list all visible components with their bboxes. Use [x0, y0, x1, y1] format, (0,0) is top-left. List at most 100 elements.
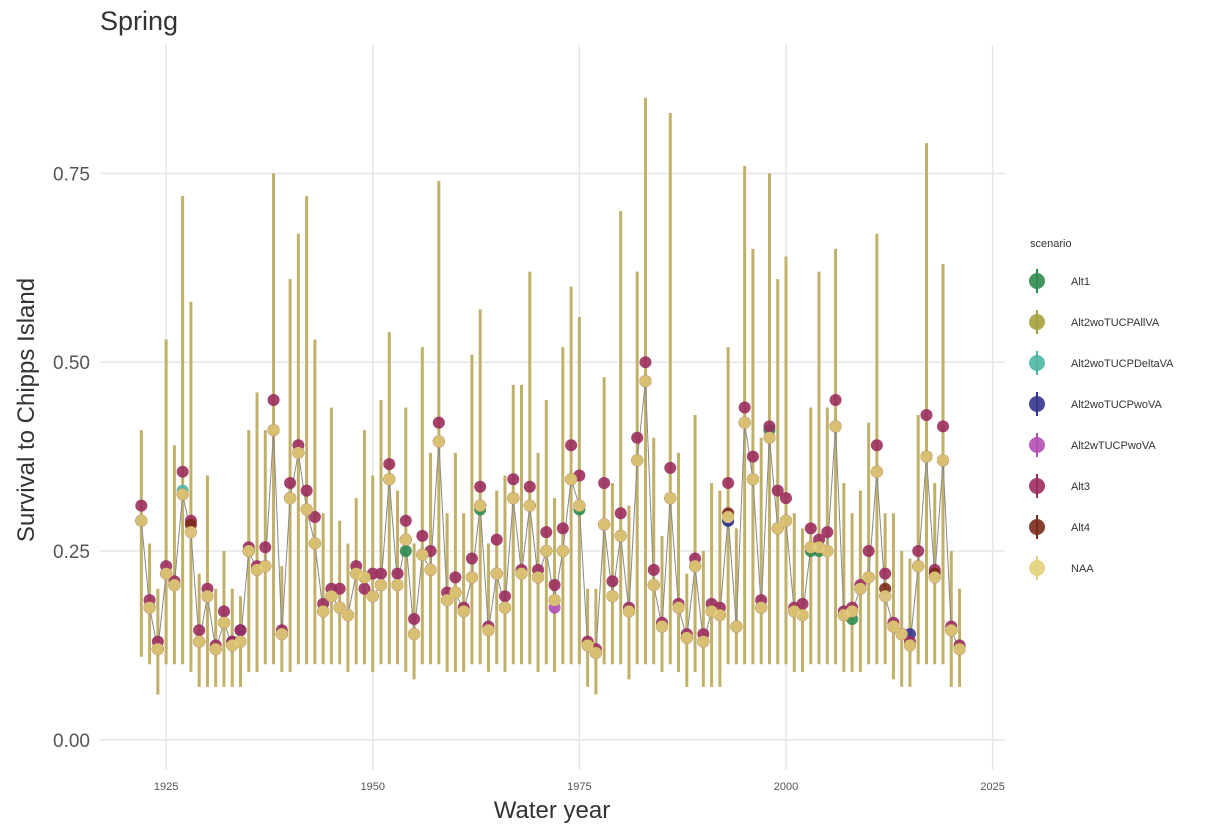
- legend-label: Alt2woTUCPAllVA: [1071, 317, 1160, 329]
- legend-label: Alt2woTUCPDeltaVA: [1071, 358, 1174, 370]
- data-point: [639, 375, 652, 388]
- data-point: [829, 420, 842, 433]
- data-point: [176, 488, 189, 501]
- data-point: [408, 612, 421, 625]
- data-point: [209, 643, 222, 656]
- data-point: [416, 529, 429, 542]
- data-point: [598, 477, 611, 490]
- data-point: [441, 594, 454, 607]
- data-point: [631, 431, 644, 444]
- data-point: [317, 605, 330, 618]
- data-point: [217, 616, 230, 629]
- data-point: [565, 439, 578, 452]
- data-point: [358, 582, 371, 595]
- x-tick-label: 1975: [567, 781, 591, 793]
- data-point: [193, 635, 206, 648]
- data-point: [474, 499, 487, 512]
- data-point: [325, 590, 338, 603]
- legend-swatch: [1029, 478, 1045, 494]
- data-point: [383, 458, 396, 471]
- data-point: [366, 590, 379, 603]
- y-tick-label: 0.25: [53, 542, 90, 563]
- data-point: [498, 590, 511, 603]
- legend-swatch: [1029, 437, 1045, 453]
- data-point: [713, 609, 726, 622]
- data-point: [664, 492, 677, 505]
- data-point: [796, 597, 809, 610]
- data-point: [135, 499, 148, 512]
- data-point: [465, 552, 478, 565]
- data-point: [515, 567, 528, 580]
- data-point: [556, 544, 569, 557]
- legend-swatch: [1029, 519, 1045, 535]
- x-tick-label: 2000: [774, 781, 798, 793]
- data-point: [465, 571, 478, 584]
- data-point: [862, 571, 875, 584]
- data-point: [540, 544, 553, 557]
- data-point: [391, 567, 404, 580]
- data-point: [217, 605, 230, 618]
- data-point: [689, 560, 702, 573]
- data-point: [300, 484, 313, 497]
- legend-label: Alt2wTUCPwoVA: [1071, 440, 1156, 452]
- data-point: [523, 499, 536, 512]
- data-point: [523, 480, 536, 493]
- data-point: [945, 624, 958, 637]
- data-point: [647, 578, 660, 591]
- data-point: [375, 578, 388, 591]
- data-point: [598, 518, 611, 531]
- data-point: [846, 605, 859, 618]
- data-point: [589, 646, 602, 659]
- data-point: [771, 484, 784, 497]
- data-point: [738, 401, 751, 414]
- data-point: [399, 544, 412, 557]
- data-point: [432, 435, 445, 448]
- data-point: [333, 601, 346, 614]
- data-point: [548, 594, 561, 607]
- data-point: [755, 601, 768, 614]
- y-tick-label: 0.00: [53, 731, 90, 752]
- data-point: [507, 492, 520, 505]
- data-point: [771, 522, 784, 535]
- data-point: [284, 477, 297, 490]
- data-point: [614, 507, 627, 520]
- legend-swatch: [1029, 560, 1045, 576]
- data-point: [383, 473, 396, 486]
- data-point: [267, 424, 280, 437]
- y-tick-label: 0.50: [53, 353, 90, 374]
- legend-swatch: [1029, 314, 1045, 330]
- data-point: [234, 635, 247, 648]
- data-point: [482, 624, 495, 637]
- data-point: [490, 567, 503, 580]
- data-point: [631, 454, 644, 467]
- data-point: [606, 590, 619, 603]
- data-point: [143, 601, 156, 614]
- data-point: [879, 567, 892, 580]
- data-point: [540, 526, 553, 539]
- legend-label: Alt2woTUCPwoVA: [1071, 399, 1163, 411]
- data-point: [449, 586, 462, 599]
- data-point: [341, 609, 354, 622]
- data-point: [821, 526, 834, 539]
- data-point: [622, 605, 635, 618]
- data-point: [730, 620, 743, 633]
- data-point: [895, 628, 908, 641]
- data-point: [151, 643, 164, 656]
- data-point: [664, 461, 677, 474]
- data-point: [416, 548, 429, 561]
- data-point: [722, 511, 735, 524]
- chart-title: Spring: [100, 6, 178, 36]
- data-point: [432, 416, 445, 429]
- data-point: [746, 473, 759, 486]
- data-point: [879, 590, 892, 603]
- data-point: [507, 473, 520, 486]
- y-tick-label: 0.75: [53, 164, 90, 185]
- data-point: [168, 578, 181, 591]
- data-point: [408, 628, 421, 641]
- data-point: [804, 522, 817, 535]
- data-point: [821, 544, 834, 557]
- legend-swatch: [1029, 273, 1045, 289]
- data-point: [201, 590, 214, 603]
- data-point: [887, 620, 900, 633]
- data-point: [722, 477, 735, 490]
